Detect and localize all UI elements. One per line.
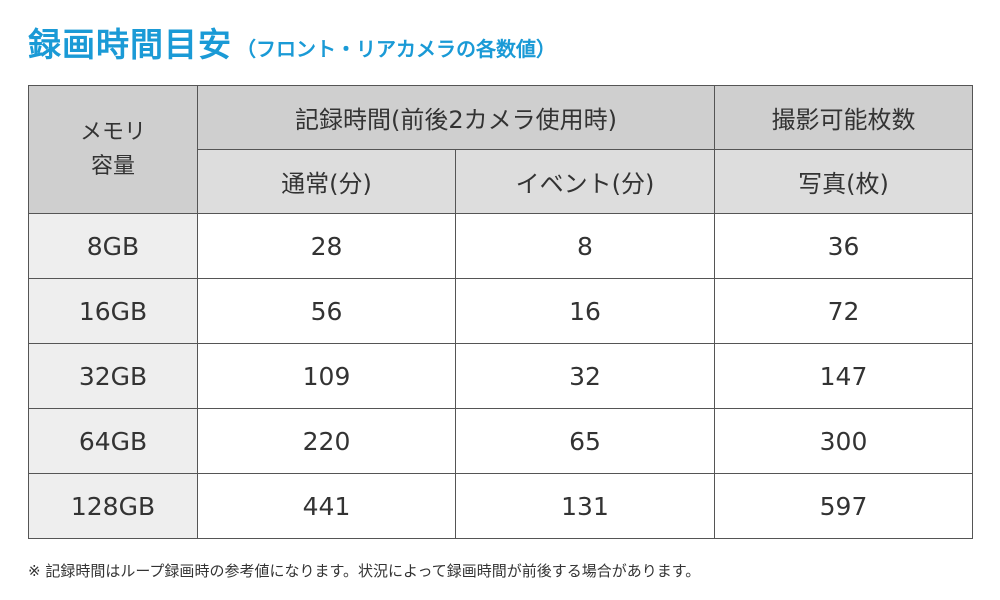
cell-photo: 300 — [714, 408, 973, 474]
cell-capacity: 16GB — [28, 278, 198, 344]
cell-capacity: 128GB — [28, 473, 198, 539]
cell-event: 65 — [455, 408, 715, 474]
recording-time-table: メモリ 容量 記録時間(前後2カメラ使用時) 撮影可能枚数 通常(分) イベント… — [28, 85, 973, 539]
table-row: 64GB 220 65 300 — [28, 408, 973, 474]
header-row-top: メモリ 容量 記録時間(前後2カメラ使用時) 撮影可能枚数 — [28, 85, 973, 214]
header-photo-count: 撮影可能枚数 — [714, 85, 973, 150]
table-row: 128GB 441 131 597 — [28, 473, 973, 539]
cell-normal: 441 — [197, 473, 456, 539]
cell-photo: 72 — [714, 278, 973, 344]
cell-capacity: 64GB — [28, 408, 198, 474]
cell-photo: 147 — [714, 343, 973, 409]
cell-normal: 220 — [197, 408, 456, 474]
cell-capacity: 32GB — [28, 343, 198, 409]
title-main: 録画時間目安 — [28, 25, 232, 64]
header-capacity-label: メモリ 容量 — [79, 119, 146, 179]
header-capacity: メモリ 容量 — [28, 85, 198, 214]
cell-normal: 28 — [197, 213, 456, 279]
cell-normal: 56 — [197, 278, 456, 344]
footnote: ※ 記録時間はループ録画時の参考値になります。状況によって録画時間が前後する場合… — [28, 562, 701, 580]
cell-event: 32 — [455, 343, 715, 409]
cell-event: 131 — [455, 473, 715, 539]
cell-event: 8 — [455, 213, 715, 279]
header-recording-time: 記録時間(前後2カメラ使用時) — [197, 85, 715, 150]
table-row: 16GB 56 16 72 — [28, 278, 973, 344]
table-row: 32GB 109 32 147 — [28, 343, 973, 409]
cell-photo: 597 — [714, 473, 973, 539]
cell-photo: 36 — [714, 213, 973, 279]
page-title: 録画時間目安 （フロント・リアカメラの各数値） — [28, 18, 556, 66]
cell-capacity: 8GB — [28, 213, 198, 279]
header-photo: 写真(枚) — [714, 149, 973, 214]
header-normal: 通常(分) — [197, 149, 456, 214]
table-row: 8GB 28 8 36 — [28, 213, 973, 279]
cell-event: 16 — [455, 278, 715, 344]
header-row-sub: 通常(分) イベント(分) 写真(枚) — [29, 149, 973, 214]
cell-normal: 109 — [197, 343, 456, 409]
header-event: イベント(分) — [455, 149, 715, 214]
title-subtitle: （フロント・リアカメラの各数値） — [236, 37, 556, 61]
